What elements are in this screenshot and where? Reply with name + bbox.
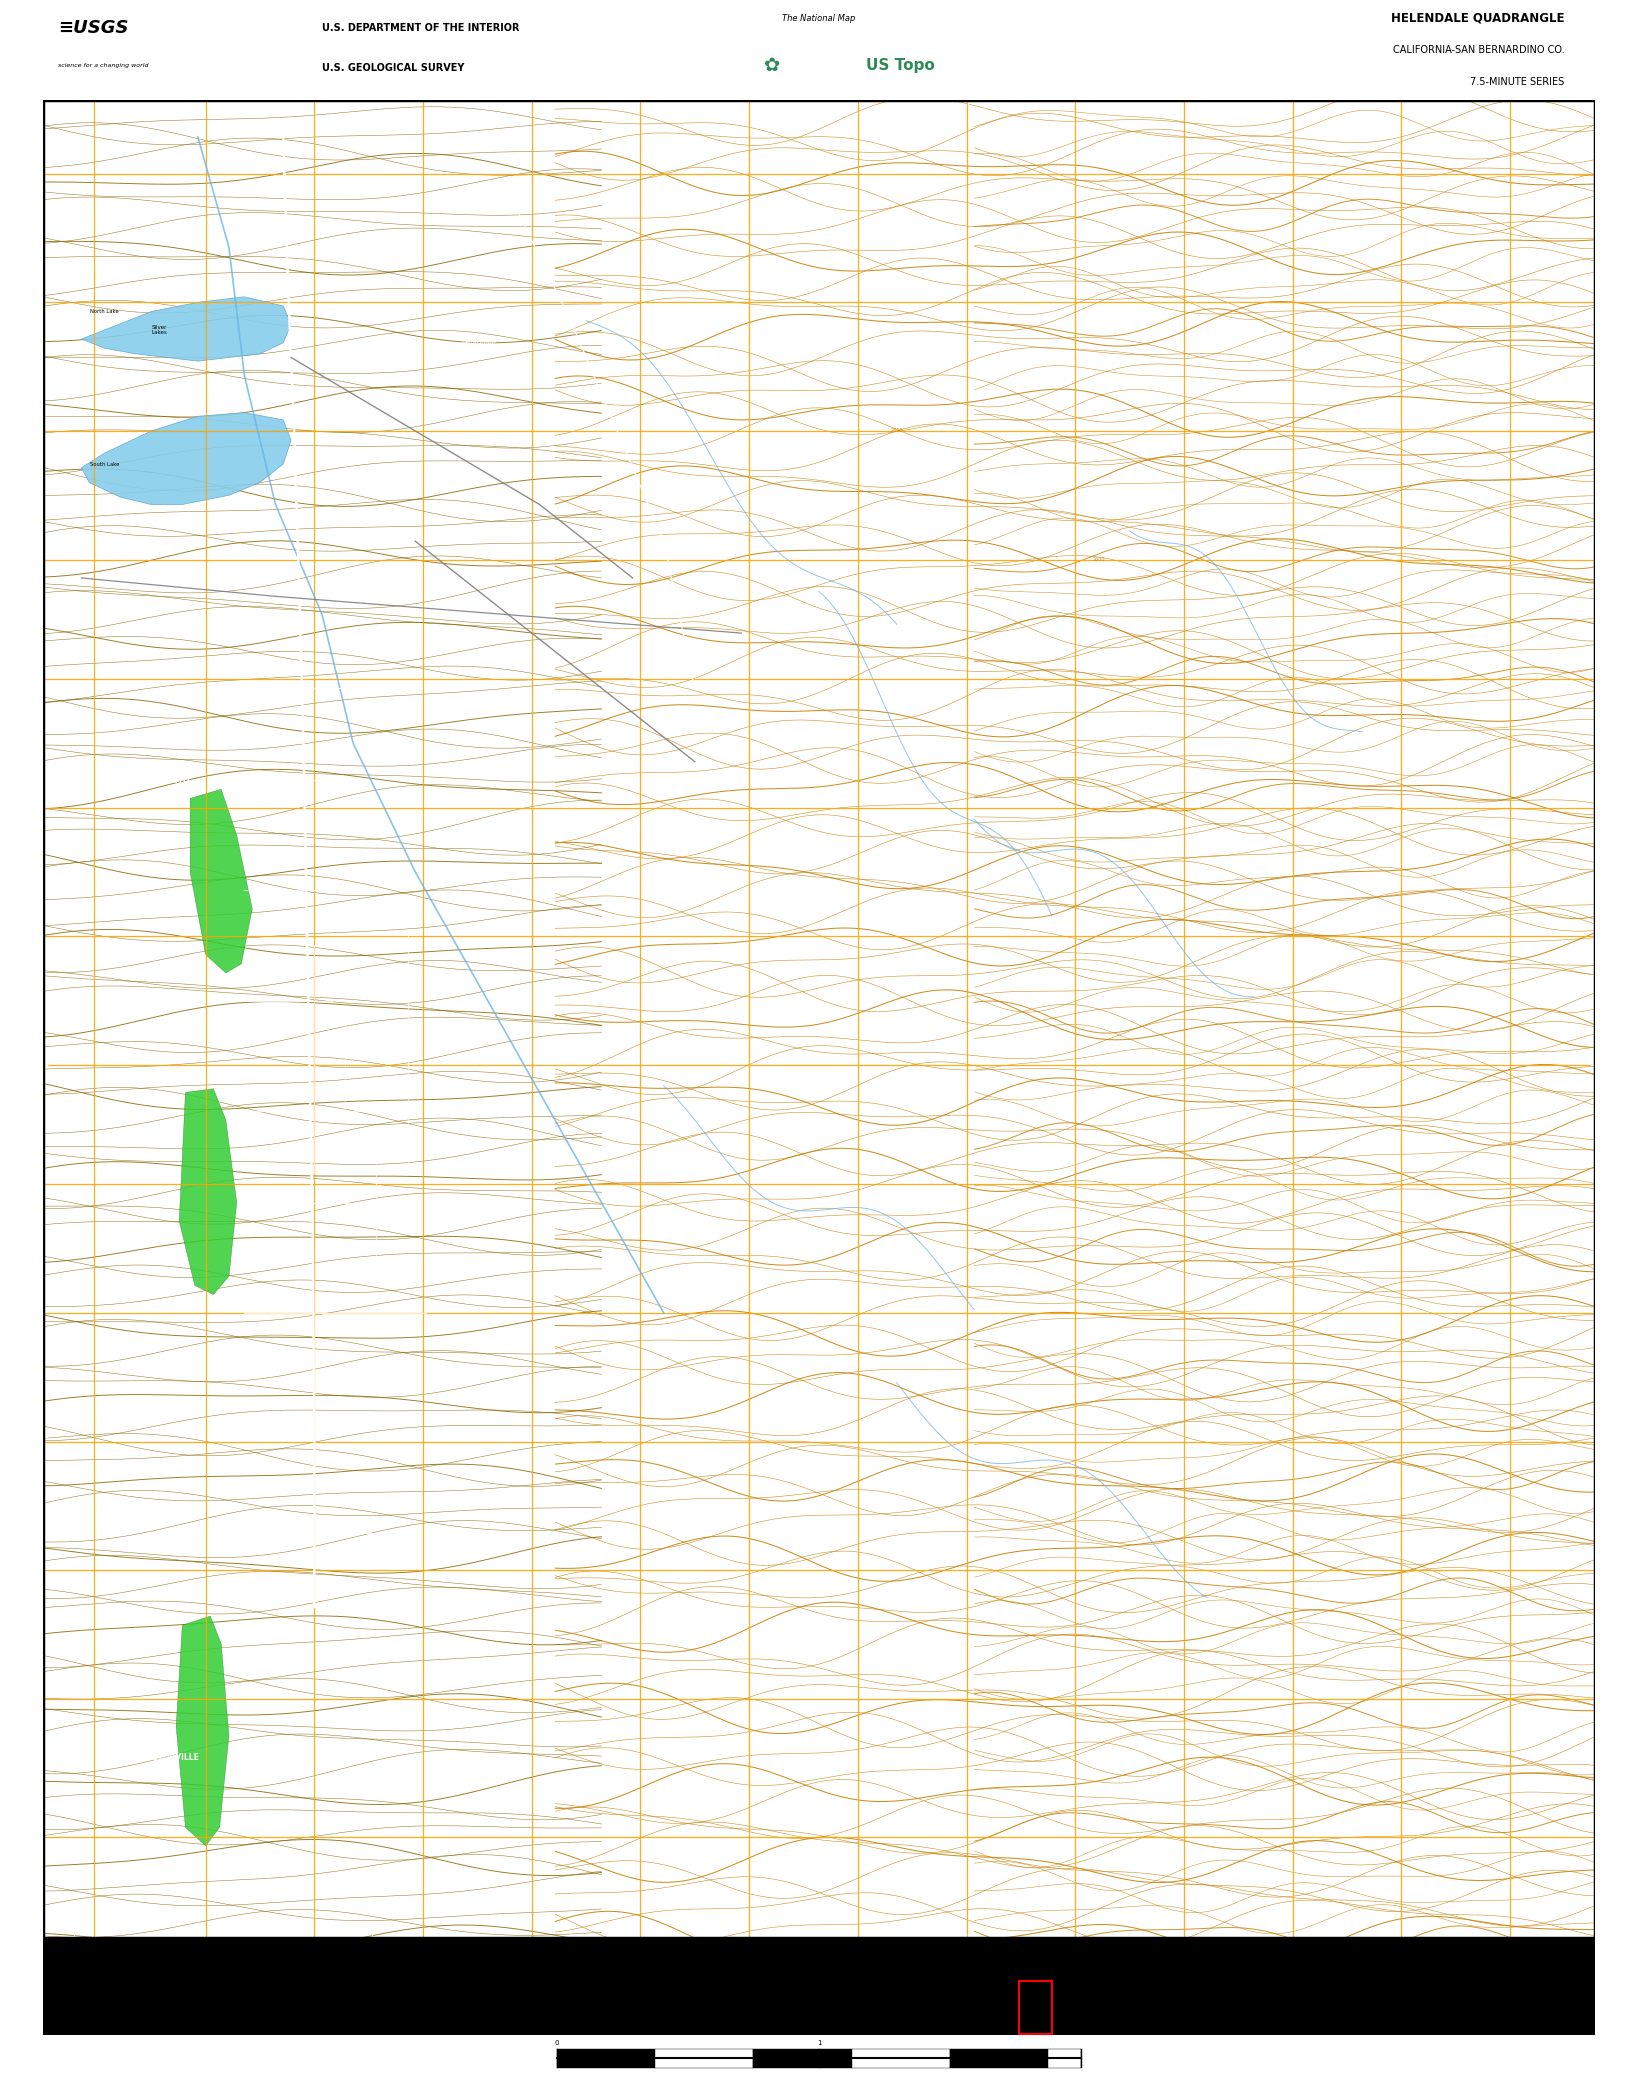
Bar bbox=[1019, 1982, 1052, 2034]
Text: 1: 1 bbox=[817, 2040, 821, 2046]
Bar bbox=[557, 2048, 655, 2069]
Text: ✿: ✿ bbox=[765, 56, 781, 75]
Text: 2800: 2800 bbox=[891, 428, 903, 434]
Text: The National Map: The National Map bbox=[783, 13, 855, 23]
Polygon shape bbox=[82, 413, 292, 505]
Text: VICTORVILLE: VICTORVILLE bbox=[144, 1754, 200, 1762]
Text: science for a changing world: science for a changing world bbox=[57, 63, 149, 67]
Text: World Geodetic System of 1984 (WGS84). Project used: World Geodetic System of 1984 (WGS84). P… bbox=[43, 1986, 215, 1990]
Text: ADELANTO: ADELANTO bbox=[144, 775, 190, 785]
Polygon shape bbox=[177, 1616, 229, 1846]
Text: 2600: 2600 bbox=[1093, 557, 1104, 562]
Text: South Lake: South Lake bbox=[90, 461, 120, 466]
Bar bbox=[950, 2048, 1048, 2069]
Text: ≡USGS: ≡USGS bbox=[57, 19, 129, 38]
Bar bbox=[43, 1938, 1595, 2036]
Text: U.S. GEOLOGICAL SURVEY: U.S. GEOLOGICAL SURVEY bbox=[323, 63, 465, 73]
Text: North Lake: North Lake bbox=[90, 309, 120, 313]
Text: 0: 0 bbox=[555, 2040, 559, 2046]
Text: North American Datum of 1983 (NAD83): North American Datum of 1983 (NAD83) bbox=[43, 1967, 170, 1973]
Text: HELENDALE QUADRANGLE: HELENDALE QUADRANGLE bbox=[1391, 13, 1564, 25]
Bar bbox=[655, 2048, 753, 2069]
Text: U.S. DEPARTMENT OF THE INTERIOR: U.S. DEPARTMENT OF THE INTERIOR bbox=[323, 23, 519, 33]
Text: 7.5-MINUTE SERIES: 7.5-MINUTE SERIES bbox=[1471, 77, 1564, 88]
Text: Silver
Lakes: Silver Lakes bbox=[151, 324, 167, 336]
Bar bbox=[1048, 2048, 1081, 2069]
Text: Produced by the United States Geological Survey: Produced by the United States Geological… bbox=[43, 1946, 215, 1950]
Polygon shape bbox=[179, 1088, 236, 1295]
Bar bbox=[852, 2048, 950, 2069]
Text: SCALE 1:24,000: SCALE 1:24,000 bbox=[770, 1950, 868, 1961]
Text: CALIFORNIA-SAN BERNARDINO CO.: CALIFORNIA-SAN BERNARDINO CO. bbox=[1392, 46, 1564, 54]
Text: ROAD CLASSIFICATION: ROAD CLASSIFICATION bbox=[1245, 1946, 1350, 1954]
Bar bbox=[753, 2048, 852, 2069]
Polygon shape bbox=[82, 296, 292, 361]
Text: Helendale: Helendale bbox=[462, 340, 496, 347]
Polygon shape bbox=[190, 789, 252, 973]
Text: US Topo: US Topo bbox=[865, 58, 934, 73]
